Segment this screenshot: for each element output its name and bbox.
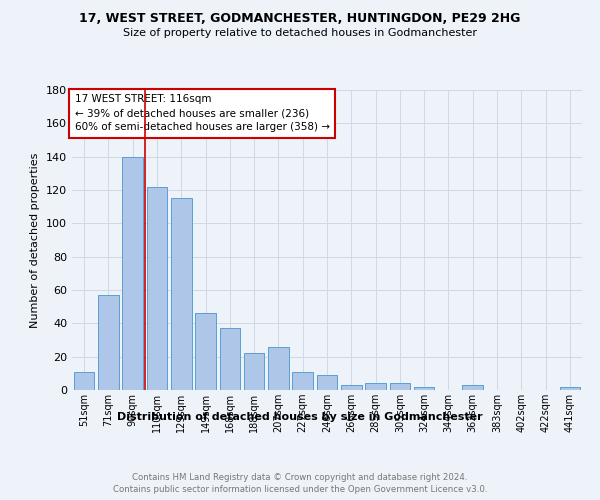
Text: 17, WEST STREET, GODMANCHESTER, HUNTINGDON, PE29 2HG: 17, WEST STREET, GODMANCHESTER, HUNTINGD… [79,12,521,26]
Bar [268,346,289,390]
Y-axis label: Number of detached properties: Number of detached properties [31,152,40,328]
Bar [98,295,119,390]
Bar [146,186,167,390]
Text: Contains HM Land Registry data © Crown copyright and database right 2024.: Contains HM Land Registry data © Crown c… [132,472,468,482]
Bar [74,372,94,390]
Bar [244,354,265,390]
Text: 17 WEST STREET: 116sqm
← 39% of detached houses are smaller (236)
60% of semi-de: 17 WEST STREET: 116sqm ← 39% of detached… [74,94,329,132]
Bar [414,386,434,390]
Text: Distribution of detached houses by size in Godmanchester: Distribution of detached houses by size … [117,412,483,422]
Bar [365,384,386,390]
Bar [292,372,313,390]
Bar [389,384,410,390]
Bar [122,156,143,390]
Bar [220,328,240,390]
Bar [317,375,337,390]
Bar [171,198,191,390]
Bar [560,386,580,390]
Bar [341,385,362,390]
Bar [463,385,483,390]
Text: Contains public sector information licensed under the Open Government Licence v3: Contains public sector information licen… [113,485,487,494]
Text: Size of property relative to detached houses in Godmanchester: Size of property relative to detached ho… [123,28,477,38]
Bar [195,314,216,390]
